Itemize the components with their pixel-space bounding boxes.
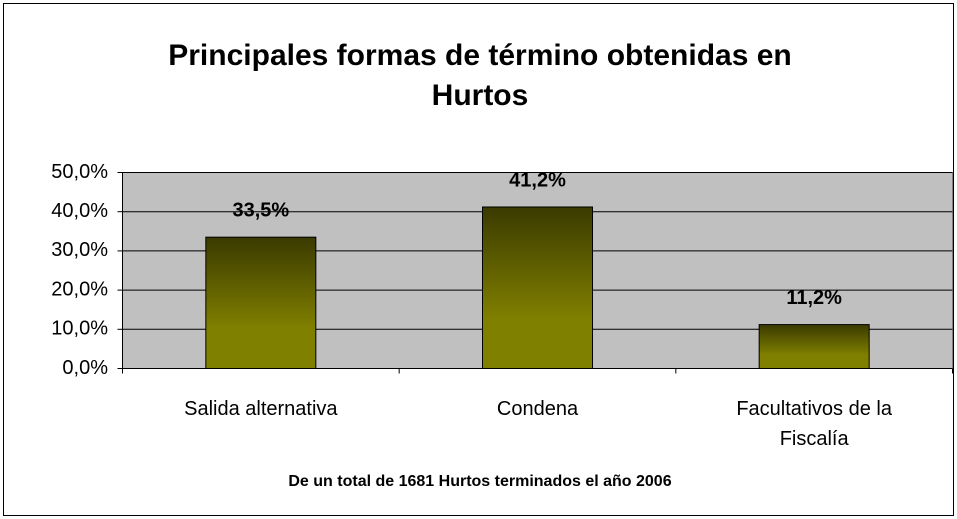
y-tick-label: 10,0% — [51, 318, 108, 340]
y-tick-label: 30,0% — [51, 239, 108, 261]
y-tick-label: 0,0% — [62, 357, 108, 379]
x-tick-label: Salida alternativa — [184, 398, 338, 420]
bar — [205, 236, 317, 369]
x-tick-label: Facultativos de la Fiscalía — [736, 398, 892, 450]
data-label: 41,2% — [509, 169, 566, 191]
bar — [482, 206, 593, 369]
y-tick-label: 40,0% — [51, 200, 108, 222]
y-tick-label: 50,0% — [51, 161, 108, 183]
chart-title: Principales formas de término obtenidas … — [168, 39, 792, 112]
y-tick-label: 20,0% — [51, 278, 108, 300]
data-label: 33,5% — [232, 199, 289, 221]
bar — [758, 324, 870, 370]
data-label: 11,2% — [786, 287, 842, 309]
x-axis-label: De un total de 1681 Hurtos terminados el… — [288, 473, 672, 490]
x-tick-label: Condena — [496, 398, 579, 420]
